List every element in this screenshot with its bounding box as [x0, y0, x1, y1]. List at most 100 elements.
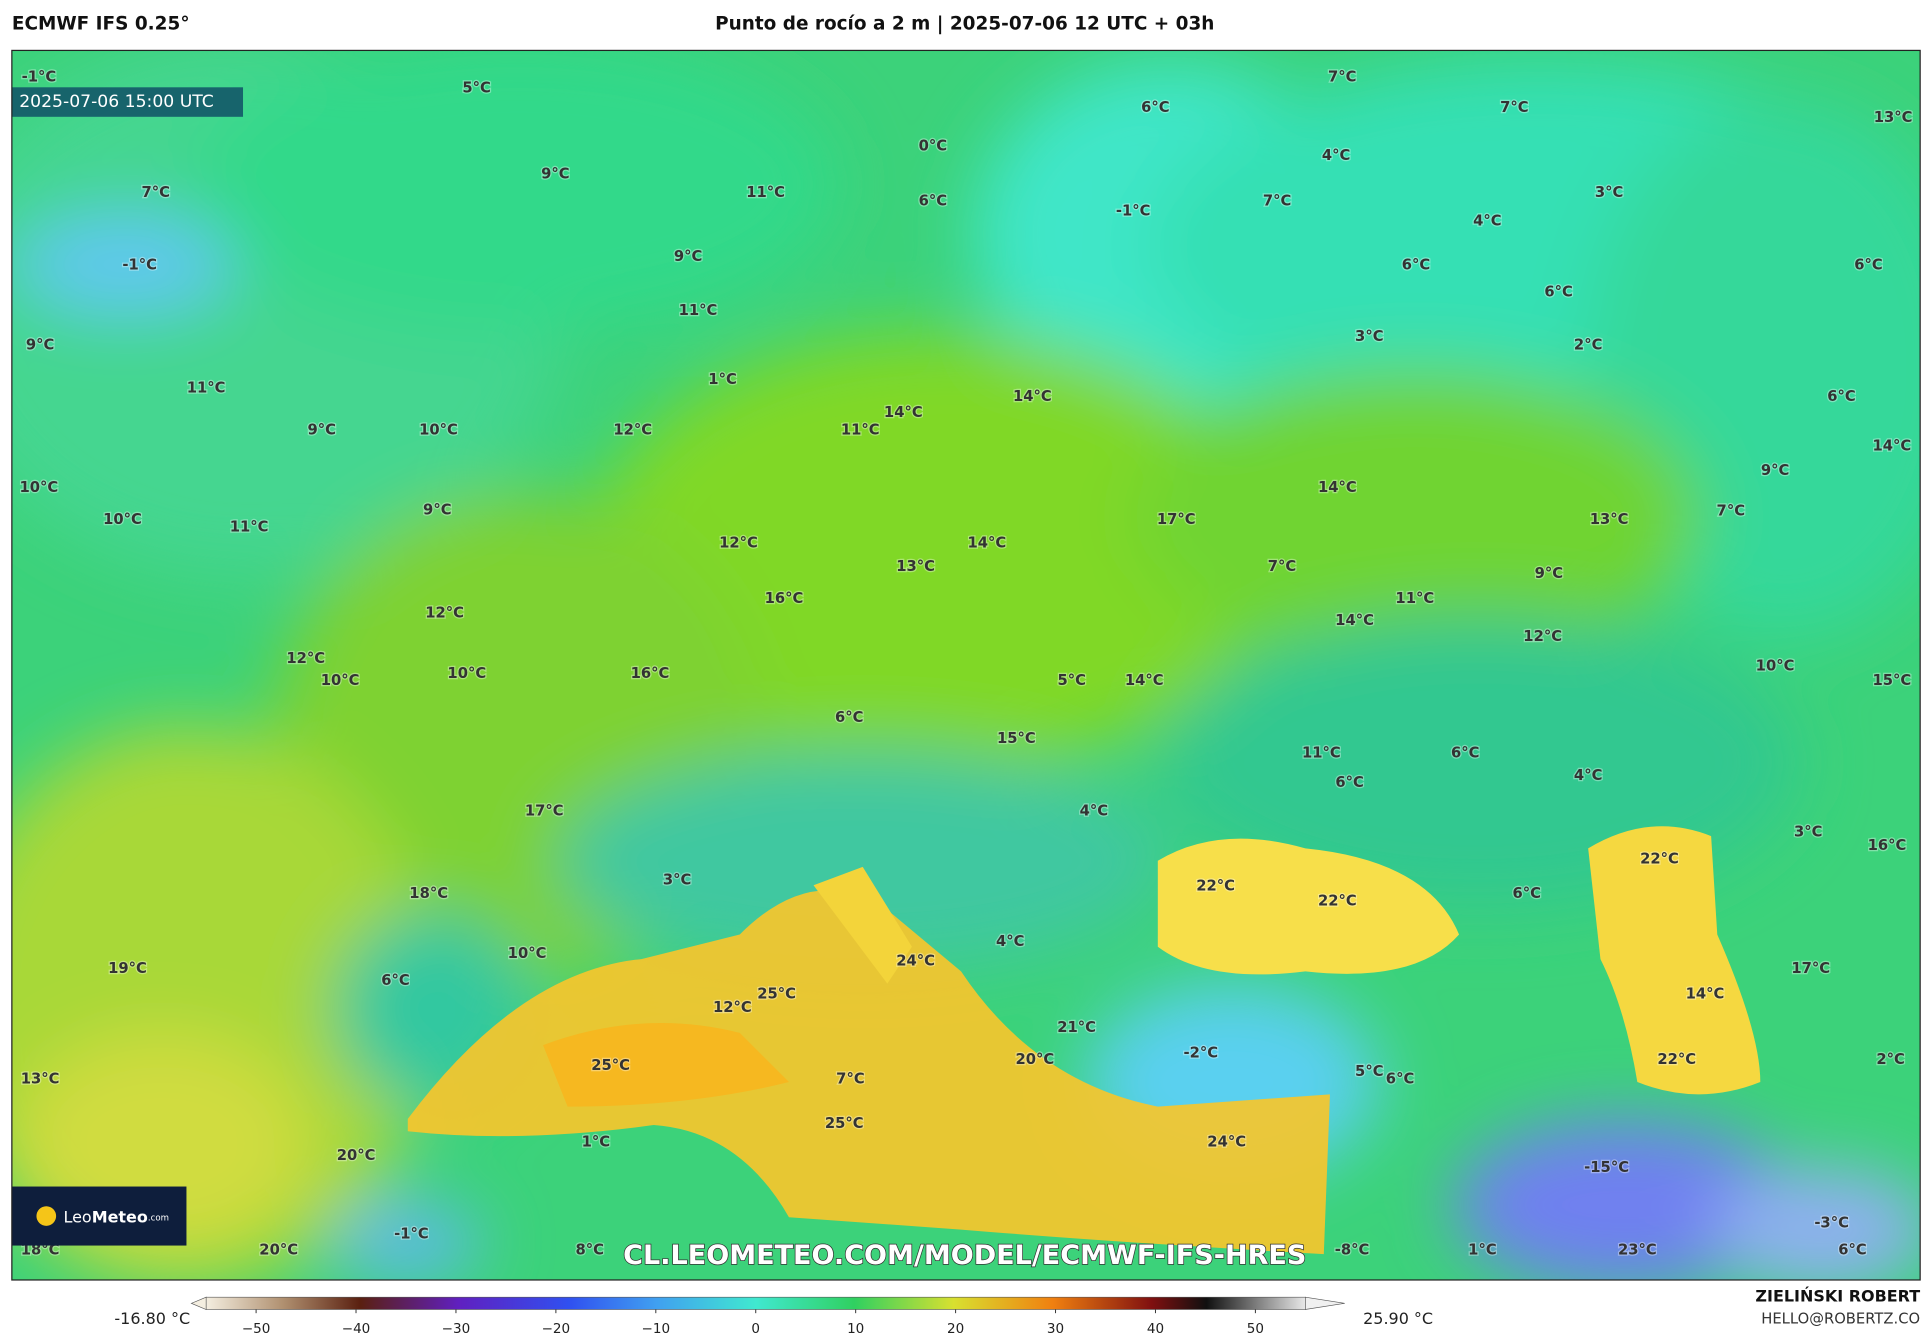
temperature-label: 18°C [409, 885, 448, 902]
temperature-label: 11°C [1302, 745, 1341, 762]
temperature-label: 15°C [997, 730, 1036, 747]
temperature-label: 20°C [259, 1241, 298, 1258]
seas [407, 826, 1761, 1255]
temperature-label: 9°C [307, 421, 335, 438]
temperature-label: 25°C [757, 986, 796, 1003]
temperature-label: 24°C [1207, 1133, 1246, 1150]
temperature-label: 2°C [1574, 337, 1602, 354]
temperature-label: 13°C [21, 1071, 60, 1088]
temperature-label: -8°C [1335, 1241, 1370, 1258]
temperature-label: 12°C [286, 650, 325, 667]
temperature-label: 14°C [1318, 479, 1357, 496]
temperature-label: 22°C [1196, 878, 1235, 895]
temperature-label: 8°C [576, 1241, 604, 1258]
temperature-label: 1°C [582, 1133, 610, 1150]
temperature-label: 9°C [423, 501, 451, 518]
temperature-label: 5°C [1058, 672, 1086, 689]
temperature-label: 20°C [337, 1147, 376, 1164]
temperature-label: 7°C [1263, 193, 1291, 210]
temperature-label: 7°C [141, 184, 169, 201]
valid-time: 2025-07-06 15:00 UTC [19, 92, 214, 112]
temperature-label: 14°C [1125, 672, 1164, 689]
temperature-label: 13°C [1874, 109, 1913, 126]
temperature-label: 9°C [674, 248, 702, 265]
temperature-label: 16°C [765, 590, 804, 607]
credit-author: ZIELIŃSKI ROBERT [1755, 1287, 1920, 1306]
temperature-label: -2°C [1184, 1045, 1219, 1062]
temperature-label: 20°C [1015, 1051, 1054, 1068]
temperature-label: 7°C [836, 1071, 864, 1088]
model-name: ECMWF IFS 0.25° [12, 14, 190, 35]
temperature-label: 4°C [1574, 767, 1602, 784]
temperature-label: 11°C [679, 302, 718, 319]
temperature-label: 3°C [663, 871, 691, 888]
temperature-label: 9°C [26, 337, 54, 354]
colorbar-min: -16.80 °C [114, 1309, 190, 1328]
colorbar-tick-label: −50 [242, 1321, 271, 1337]
map-frame [11, 49, 1921, 1281]
colorbar-extend-high [1305, 1296, 1345, 1310]
logo-sun [36, 1206, 57, 1226]
colorbar-scale [205, 1296, 1306, 1310]
temperature-label: 4°C [1473, 212, 1501, 229]
map: 2025-07-06 15:00 UTC -1°C 5°C 7°C 6°C 7°C 13°… [11, 50, 1921, 1280]
temperature-label: 6°C [1827, 388, 1855, 405]
temperature-label: 6°C [1854, 257, 1882, 274]
colorbar-tick-label: 40 [1147, 1321, 1164, 1337]
temperature-label: 6°C [1141, 99, 1169, 116]
temperature-label: 3°C [1794, 823, 1822, 840]
temperature-label: 14°C [968, 534, 1007, 551]
temperature-label: 24°C [896, 953, 935, 970]
logo-light: Leo [63, 1207, 91, 1226]
colorbar-tick-label: −30 [442, 1321, 471, 1337]
temperature-label: 14°C [884, 404, 923, 421]
temperature-label: 11°C [187, 380, 226, 397]
colorbar-tick-label: 10 [847, 1321, 864, 1337]
temperature-label: 22°C [1657, 1051, 1696, 1068]
timestamp-box [11, 87, 244, 117]
temperature-label: 6°C [381, 972, 409, 989]
temperature-label: 15°C [1872, 672, 1911, 689]
temperature-label: -3°C [1814, 1214, 1849, 1231]
temperature-label: 3°C [1595, 184, 1623, 201]
temperature-label: 23°C [1618, 1241, 1657, 1258]
temperature-label: 16°C [1868, 837, 1907, 854]
temperature-label: 12°C [425, 605, 464, 622]
temperature-label: 6°C [835, 709, 863, 726]
temperature-label: -1°C [1116, 202, 1151, 219]
temperature-label: 4°C [996, 933, 1024, 950]
colorbar-extend-low [190, 1296, 207, 1310]
temperature-label: 10°C [1756, 657, 1795, 674]
temperature-label: 6°C [1451, 745, 1479, 762]
temperature-label: 6°C [1838, 1241, 1866, 1258]
temperature-label: 6°C [1386, 1071, 1414, 1088]
watermark: CL.LEOMETEO.COM/MODEL/ECMWF-IFS-HRES [623, 1240, 1306, 1271]
temperature-label: 0°C [919, 137, 947, 154]
temperature-labels: -1°C 5°C 7°C 6°C 7°C 13°C 0°C 4°C 9°C 7°C 11°C 6°C -… [18, 67, 1913, 1259]
temperature-label: 1°C [708, 371, 736, 388]
temperature-label: 17°C [1157, 511, 1196, 528]
map-title: Punto de rocío a 2 m | 2025-07-06 12 UTC… [715, 14, 1214, 35]
temperature-label: 7°C [1268, 558, 1296, 575]
logo-suffix: .com [148, 1213, 169, 1223]
temperature-label: 14°C [1686, 986, 1725, 1003]
temperature-label: 25°C [591, 1057, 630, 1074]
colorbar-max: 25.90 °C [1363, 1309, 1433, 1328]
colorbar-tick-label: 0 [751, 1321, 760, 1337]
logo-bold: Meteo [92, 1207, 148, 1226]
temperature-label: 14°C [1335, 612, 1374, 629]
colorbar-tick-label: 30 [1047, 1321, 1064, 1337]
temperature-label: 22°C [1318, 892, 1357, 909]
temperature-label: 11°C [230, 518, 269, 535]
temperature-label: 14°C [1872, 437, 1911, 454]
temperature-label: 13°C [1590, 511, 1629, 528]
temperature-label: -15°C [1584, 1159, 1629, 1176]
temperature-label: 12°C [713, 999, 752, 1016]
temperature-label: 9°C [1535, 565, 1563, 582]
temperature-label: 9°C [541, 166, 569, 183]
temperature-label: 13°C [896, 558, 935, 575]
temperature-label: 17°C [1791, 960, 1830, 977]
temperature-label: 6°C [1402, 257, 1430, 274]
